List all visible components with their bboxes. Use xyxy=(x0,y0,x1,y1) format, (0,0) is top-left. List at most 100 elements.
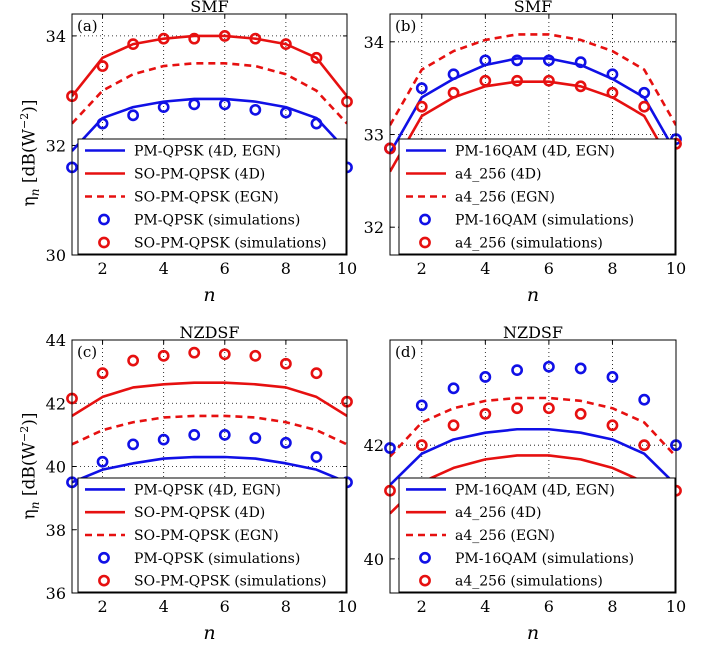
panel-label: (a) xyxy=(77,17,98,35)
data-point xyxy=(249,103,262,116)
y-tick-label: 36 xyxy=(46,584,66,603)
x-tick-label: 6 xyxy=(544,259,554,278)
series-line xyxy=(72,381,347,418)
data-point xyxy=(279,38,292,51)
legend-entry: a4_256 (4D) xyxy=(455,505,541,521)
data-point xyxy=(188,32,201,45)
panel-d: 2 4 6 8 10 40 42 (d) NZDSF n PM-16QAM (4D, EGN) a4_… xyxy=(364,323,687,644)
data-point xyxy=(157,32,170,45)
data-point xyxy=(415,399,428,412)
data-point xyxy=(249,432,262,444)
plot-frame xyxy=(71,339,348,594)
legend-entry: SO-PM-QPSK (4D) xyxy=(134,505,265,521)
data-point xyxy=(310,451,323,463)
legend-entry: a4_256 (EGN) xyxy=(455,528,555,544)
data-point xyxy=(638,100,651,113)
x-tick-label: 2 xyxy=(97,259,107,278)
x-axis-label: n xyxy=(203,622,215,644)
x-tick-label: 8 xyxy=(607,597,617,616)
series-markers xyxy=(384,54,682,155)
y-tick-label: 42 xyxy=(46,394,66,413)
y-tick-label: 34 xyxy=(364,33,384,52)
legend: PM-16QAM (4D, EGN) a4_256 (4D) a4_256 (EGN… xyxy=(398,138,676,255)
series-line xyxy=(72,414,347,446)
data-point xyxy=(415,82,428,95)
panel-title: SMF xyxy=(514,0,552,16)
x-axis-label: n xyxy=(527,622,539,644)
y-tick-label: 34 xyxy=(46,27,66,46)
legend-box xyxy=(398,477,676,593)
panel-label: (d) xyxy=(395,343,416,361)
legend-entry: PM-16QAM (simulations) xyxy=(455,213,634,229)
data-point xyxy=(542,74,555,87)
data-point xyxy=(574,80,587,93)
data-point xyxy=(574,408,587,420)
y-tick-label: 40 xyxy=(46,458,66,477)
series-line xyxy=(72,455,347,484)
data-point xyxy=(638,439,651,452)
series-line xyxy=(72,61,347,125)
data-point xyxy=(157,349,170,362)
panel-label: (b) xyxy=(395,17,416,35)
x-tick-label: 8 xyxy=(281,259,291,278)
legend-entry: a4_256 (simulations) xyxy=(455,574,603,590)
data-point xyxy=(606,68,619,81)
ticks: 2 4 6 8 10 40 42 xyxy=(364,340,686,616)
data-point xyxy=(479,54,492,67)
data-point xyxy=(218,428,231,441)
plot-frame xyxy=(71,13,348,256)
legend-entry: SO-PM-QPSK (simulations) xyxy=(134,236,327,252)
legend-marker xyxy=(98,236,110,249)
legend-entry: SO-PM-QPSK (4D) xyxy=(134,167,265,183)
legend-entry: a4_256 (4D) xyxy=(455,167,541,183)
data-point xyxy=(127,38,140,51)
x-tick-label: 6 xyxy=(544,597,554,616)
ticks: 2 4 6 8 10 32 33 34 xyxy=(364,14,686,278)
data-point xyxy=(188,346,201,359)
y-tick-label: 33 xyxy=(364,126,384,145)
data-point xyxy=(157,101,170,114)
legend-entry: PM-16QAM (4D, EGN) xyxy=(455,144,615,160)
legend-marker xyxy=(419,551,431,564)
data-point xyxy=(415,100,428,113)
x-axis-label: n xyxy=(203,284,215,306)
legend-marker xyxy=(98,574,110,587)
y-tick-label: 44 xyxy=(46,331,66,350)
legend-marker xyxy=(419,213,431,226)
data-point xyxy=(542,402,555,415)
panel-c: 2 4 6 8 10 36 38 40 42 44 (c) NZDSF n PM-QPSK (4D, EG… xyxy=(46,323,358,644)
data-point xyxy=(127,438,140,451)
plot-frame xyxy=(389,339,677,594)
data-point xyxy=(447,68,460,81)
y-tick-label: 32 xyxy=(364,218,384,237)
series-line xyxy=(390,454,676,515)
x-tick-label: 10 xyxy=(337,259,357,278)
panel-a: 2 4 6 8 10 30 32 34 (a) SMF n PM-QPSK (4D, EGN) SO-P… xyxy=(46,0,358,306)
legend-entry: SO-PM-QPSK (simulations) xyxy=(134,574,327,590)
series-line xyxy=(72,34,347,97)
x-tick-label: 2 xyxy=(417,259,427,278)
data-point xyxy=(606,371,619,383)
data-point xyxy=(96,367,109,380)
data-point xyxy=(574,362,587,375)
legend-entry: PM-16QAM (4D, EGN) xyxy=(455,482,615,498)
legend-entry: SO-PM-QPSK (EGN) xyxy=(134,528,279,544)
data-point xyxy=(310,117,323,130)
plot-area xyxy=(390,396,676,515)
legend-entry: PM-QPSK (simulations) xyxy=(134,551,300,567)
legend-marker xyxy=(98,213,110,226)
series-line xyxy=(390,396,676,458)
x-tick-label: 2 xyxy=(417,597,427,616)
plot-area xyxy=(390,33,676,173)
data-point xyxy=(279,357,292,370)
data-point xyxy=(447,86,460,99)
data-point xyxy=(606,419,619,432)
data-point xyxy=(479,74,492,87)
data-point xyxy=(638,393,651,406)
panel-title: NZDSF xyxy=(179,323,239,342)
data-point xyxy=(279,436,292,449)
y-tick-label: 38 xyxy=(46,521,66,540)
x-tick-label: 4 xyxy=(480,597,490,616)
series-markers xyxy=(66,30,353,108)
